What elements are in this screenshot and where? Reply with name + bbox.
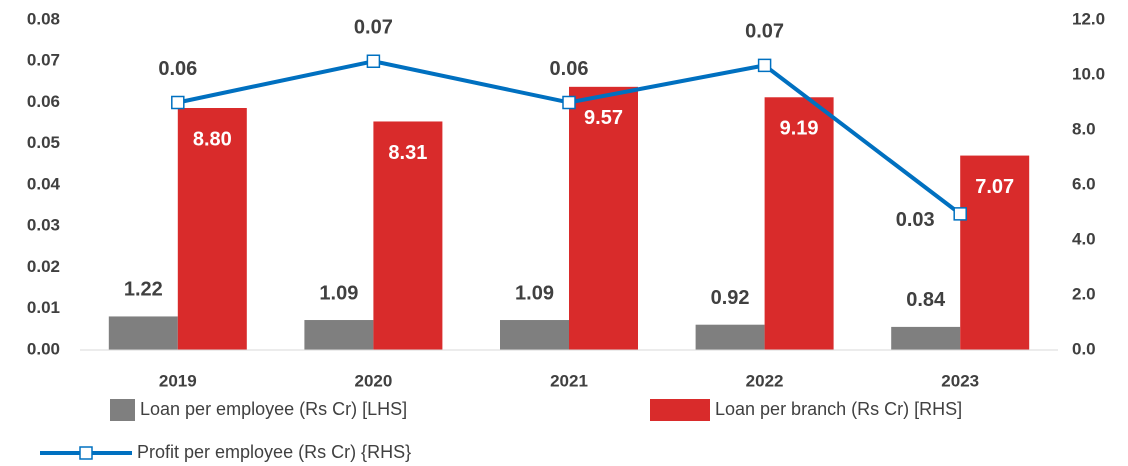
bar (695, 324, 765, 350)
data-label: 0.03 (896, 209, 935, 231)
legend-swatch (110, 399, 135, 421)
y-tick-label: 0.05 (27, 133, 60, 152)
data-label: 0.06 (158, 58, 197, 80)
y2-tick-label: 2.0 (1072, 284, 1096, 303)
y-tick-label: 0.07 (27, 51, 60, 70)
line-marker (953, 207, 967, 221)
x-tick-label: 2021 (550, 371, 588, 390)
y-tick-label: 0.04 (27, 174, 61, 193)
y-tick-label: 0.00 (27, 339, 60, 358)
y-tick-label: 0.01 (27, 298, 60, 317)
legend-label: Loan per employee (Rs Cr) [LHS] (140, 399, 407, 419)
legend-marker (79, 446, 93, 460)
data-label: 0.84 (906, 289, 946, 311)
data-label: 7.07 (975, 176, 1014, 198)
bar (500, 320, 569, 350)
bar (891, 326, 961, 350)
y2-tick-label: 8.0 (1072, 119, 1096, 138)
data-label: 0.92 (711, 287, 750, 309)
bar (960, 155, 1030, 350)
legend-label: Loan per branch (Rs Cr) [RHS] (715, 399, 962, 419)
y-tick-label: 0.03 (27, 216, 60, 235)
bar (108, 316, 178, 350)
y-tick-label: 0.06 (27, 92, 60, 111)
legend-label: Profit per employee (Rs Cr) {RHS} (137, 442, 411, 462)
line-marker (757, 58, 772, 73)
bar (764, 97, 834, 351)
legend-swatch (650, 399, 710, 421)
data-label: 9.57 (584, 107, 623, 129)
data-label: 8.31 (388, 142, 427, 164)
data-label: 1.09 (515, 282, 554, 304)
y2-tick-label: 4.0 (1072, 229, 1096, 248)
data-label: 9.19 (780, 118, 819, 140)
bar (304, 320, 374, 350)
x-tick-label: 2023 (941, 371, 979, 390)
y2-tick-label: 6.0 (1072, 174, 1096, 193)
data-label: 1.09 (319, 282, 358, 304)
bar (569, 86, 638, 350)
line-marker (366, 54, 381, 68)
data-label: 0.07 (354, 17, 393, 39)
y-tick-label: 0.02 (27, 257, 60, 276)
line-marker (562, 95, 576, 110)
bar (177, 108, 247, 350)
line-marker (171, 95, 185, 110)
y2-tick-label: 0.0 (1072, 339, 1096, 358)
x-tick-label: 2019 (159, 371, 197, 390)
bar (373, 121, 443, 350)
y2-tick-label: 10.0 (1072, 64, 1105, 83)
x-tick-label: 2022 (746, 371, 784, 390)
data-label: 0.06 (550, 58, 589, 80)
y-tick-label: 0.08 (27, 9, 60, 28)
data-label: 8.80 (193, 128, 232, 150)
x-tick-label: 2020 (354, 371, 392, 390)
y2-tick-label: 12.0 (1072, 9, 1105, 28)
data-label: 0.07 (745, 21, 784, 43)
data-label: 1.22 (124, 279, 163, 301)
